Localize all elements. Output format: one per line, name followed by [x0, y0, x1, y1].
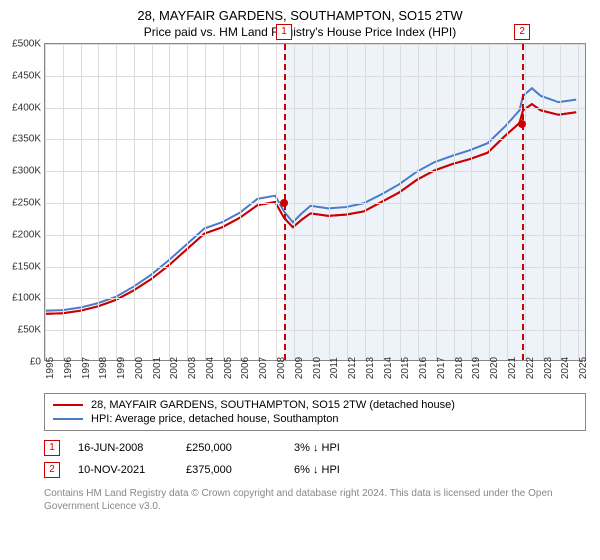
gridline-v	[312, 44, 313, 360]
gridline-h	[45, 76, 585, 77]
gridline-v	[81, 44, 82, 360]
gridline-v	[294, 44, 295, 360]
sale-point	[518, 120, 526, 128]
marker-box: 2	[514, 24, 530, 40]
marker-date-2: 10-NOV-2021	[78, 464, 168, 476]
ytick-label: £250K	[1, 198, 41, 209]
gridline-v	[471, 44, 472, 360]
gridline-v	[116, 44, 117, 360]
ytick-label: £500K	[1, 39, 41, 50]
legend-row-hpi: HPI: Average price, detached house, Sout…	[53, 412, 577, 426]
marker-date-1: 16-JUN-2008	[78, 442, 168, 454]
ytick-label: £400K	[1, 102, 41, 113]
gridline-v	[543, 44, 544, 360]
marker-row-1: 1 16-JUN-2008 £250,000 3% ↓ HPI	[44, 437, 586, 459]
legend: 28, MAYFAIR GARDENS, SOUTHAMPTON, SO15 2…	[44, 393, 586, 431]
gridline-v	[383, 44, 384, 360]
gridline-v	[400, 44, 401, 360]
gridline-h	[45, 298, 585, 299]
gridline-v	[276, 44, 277, 360]
gridline-h	[45, 330, 585, 331]
marker-badge-2: 2	[44, 462, 60, 478]
gridline-v	[98, 44, 99, 360]
ytick-label: £450K	[1, 70, 41, 81]
marker-table: 1 16-JUN-2008 £250,000 3% ↓ HPI 2 10-NOV…	[44, 437, 586, 481]
gridline-h	[45, 235, 585, 236]
legend-row-property: 28, MAYFAIR GARDENS, SOUTHAMPTON, SO15 2…	[53, 398, 577, 412]
plot-region: £0£50K£100K£150K£200K£250K£300K£350K£400…	[44, 43, 586, 361]
gridline-v	[418, 44, 419, 360]
gridline-v	[365, 44, 366, 360]
ytick-label: £100K	[1, 293, 41, 304]
gridline-v	[169, 44, 170, 360]
gridline-v	[507, 44, 508, 360]
gridline-h	[45, 44, 585, 45]
ytick-label: £350K	[1, 134, 41, 145]
gridline-v	[205, 44, 206, 360]
gridline-v	[436, 44, 437, 360]
chart-subtitle: Price paid vs. HM Land Registry's House …	[0, 23, 600, 43]
chart-title: 28, MAYFAIR GARDENS, SOUTHAMPTON, SO15 2…	[0, 0, 600, 23]
gridline-v	[223, 44, 224, 360]
gridline-v	[560, 44, 561, 360]
gridline-v	[525, 44, 526, 360]
gridline-v	[329, 44, 330, 360]
marker-box: 1	[276, 24, 292, 40]
marker-badge-1: 1	[44, 440, 60, 456]
gridline-h	[45, 108, 585, 109]
legend-swatch-hpi	[53, 418, 83, 420]
marker-delta-2: 6% ↓ HPI	[294, 464, 384, 476]
gridline-v	[187, 44, 188, 360]
gridline-h	[45, 139, 585, 140]
chart-area: £0£50K£100K£150K£200K£250K£300K£350K£400…	[44, 43, 586, 383]
gridline-v	[152, 44, 153, 360]
legend-label-hpi: HPI: Average price, detached house, Sout…	[91, 413, 338, 425]
chart-lines	[45, 44, 585, 360]
footnote: Contains HM Land Registry data © Crown c…	[44, 487, 586, 513]
ytick-label: £300K	[1, 166, 41, 177]
ytick-label: £0	[1, 357, 41, 368]
gridline-h	[45, 267, 585, 268]
gridline-v	[258, 44, 259, 360]
gridline-v	[578, 44, 579, 360]
gridline-v	[240, 44, 241, 360]
sale-point	[280, 199, 288, 207]
marker-price-1: £250,000	[186, 442, 276, 454]
ytick-label: £50K	[1, 325, 41, 336]
ytick-label: £200K	[1, 229, 41, 240]
gridline-v	[347, 44, 348, 360]
gridline-v	[454, 44, 455, 360]
marker-price-2: £375,000	[186, 464, 276, 476]
marker-row-2: 2 10-NOV-2021 £375,000 6% ↓ HPI	[44, 459, 586, 481]
gridline-v	[489, 44, 490, 360]
gridline-h	[45, 203, 585, 204]
ytick-label: £150K	[1, 261, 41, 272]
gridline-v	[63, 44, 64, 360]
legend-swatch-property	[53, 404, 83, 406]
gridline-v	[45, 44, 46, 360]
gridline-h	[45, 171, 585, 172]
marker-delta-1: 3% ↓ HPI	[294, 442, 384, 454]
legend-label-property: 28, MAYFAIR GARDENS, SOUTHAMPTON, SO15 2…	[91, 399, 455, 411]
marker-line	[522, 44, 524, 360]
gridline-v	[134, 44, 135, 360]
